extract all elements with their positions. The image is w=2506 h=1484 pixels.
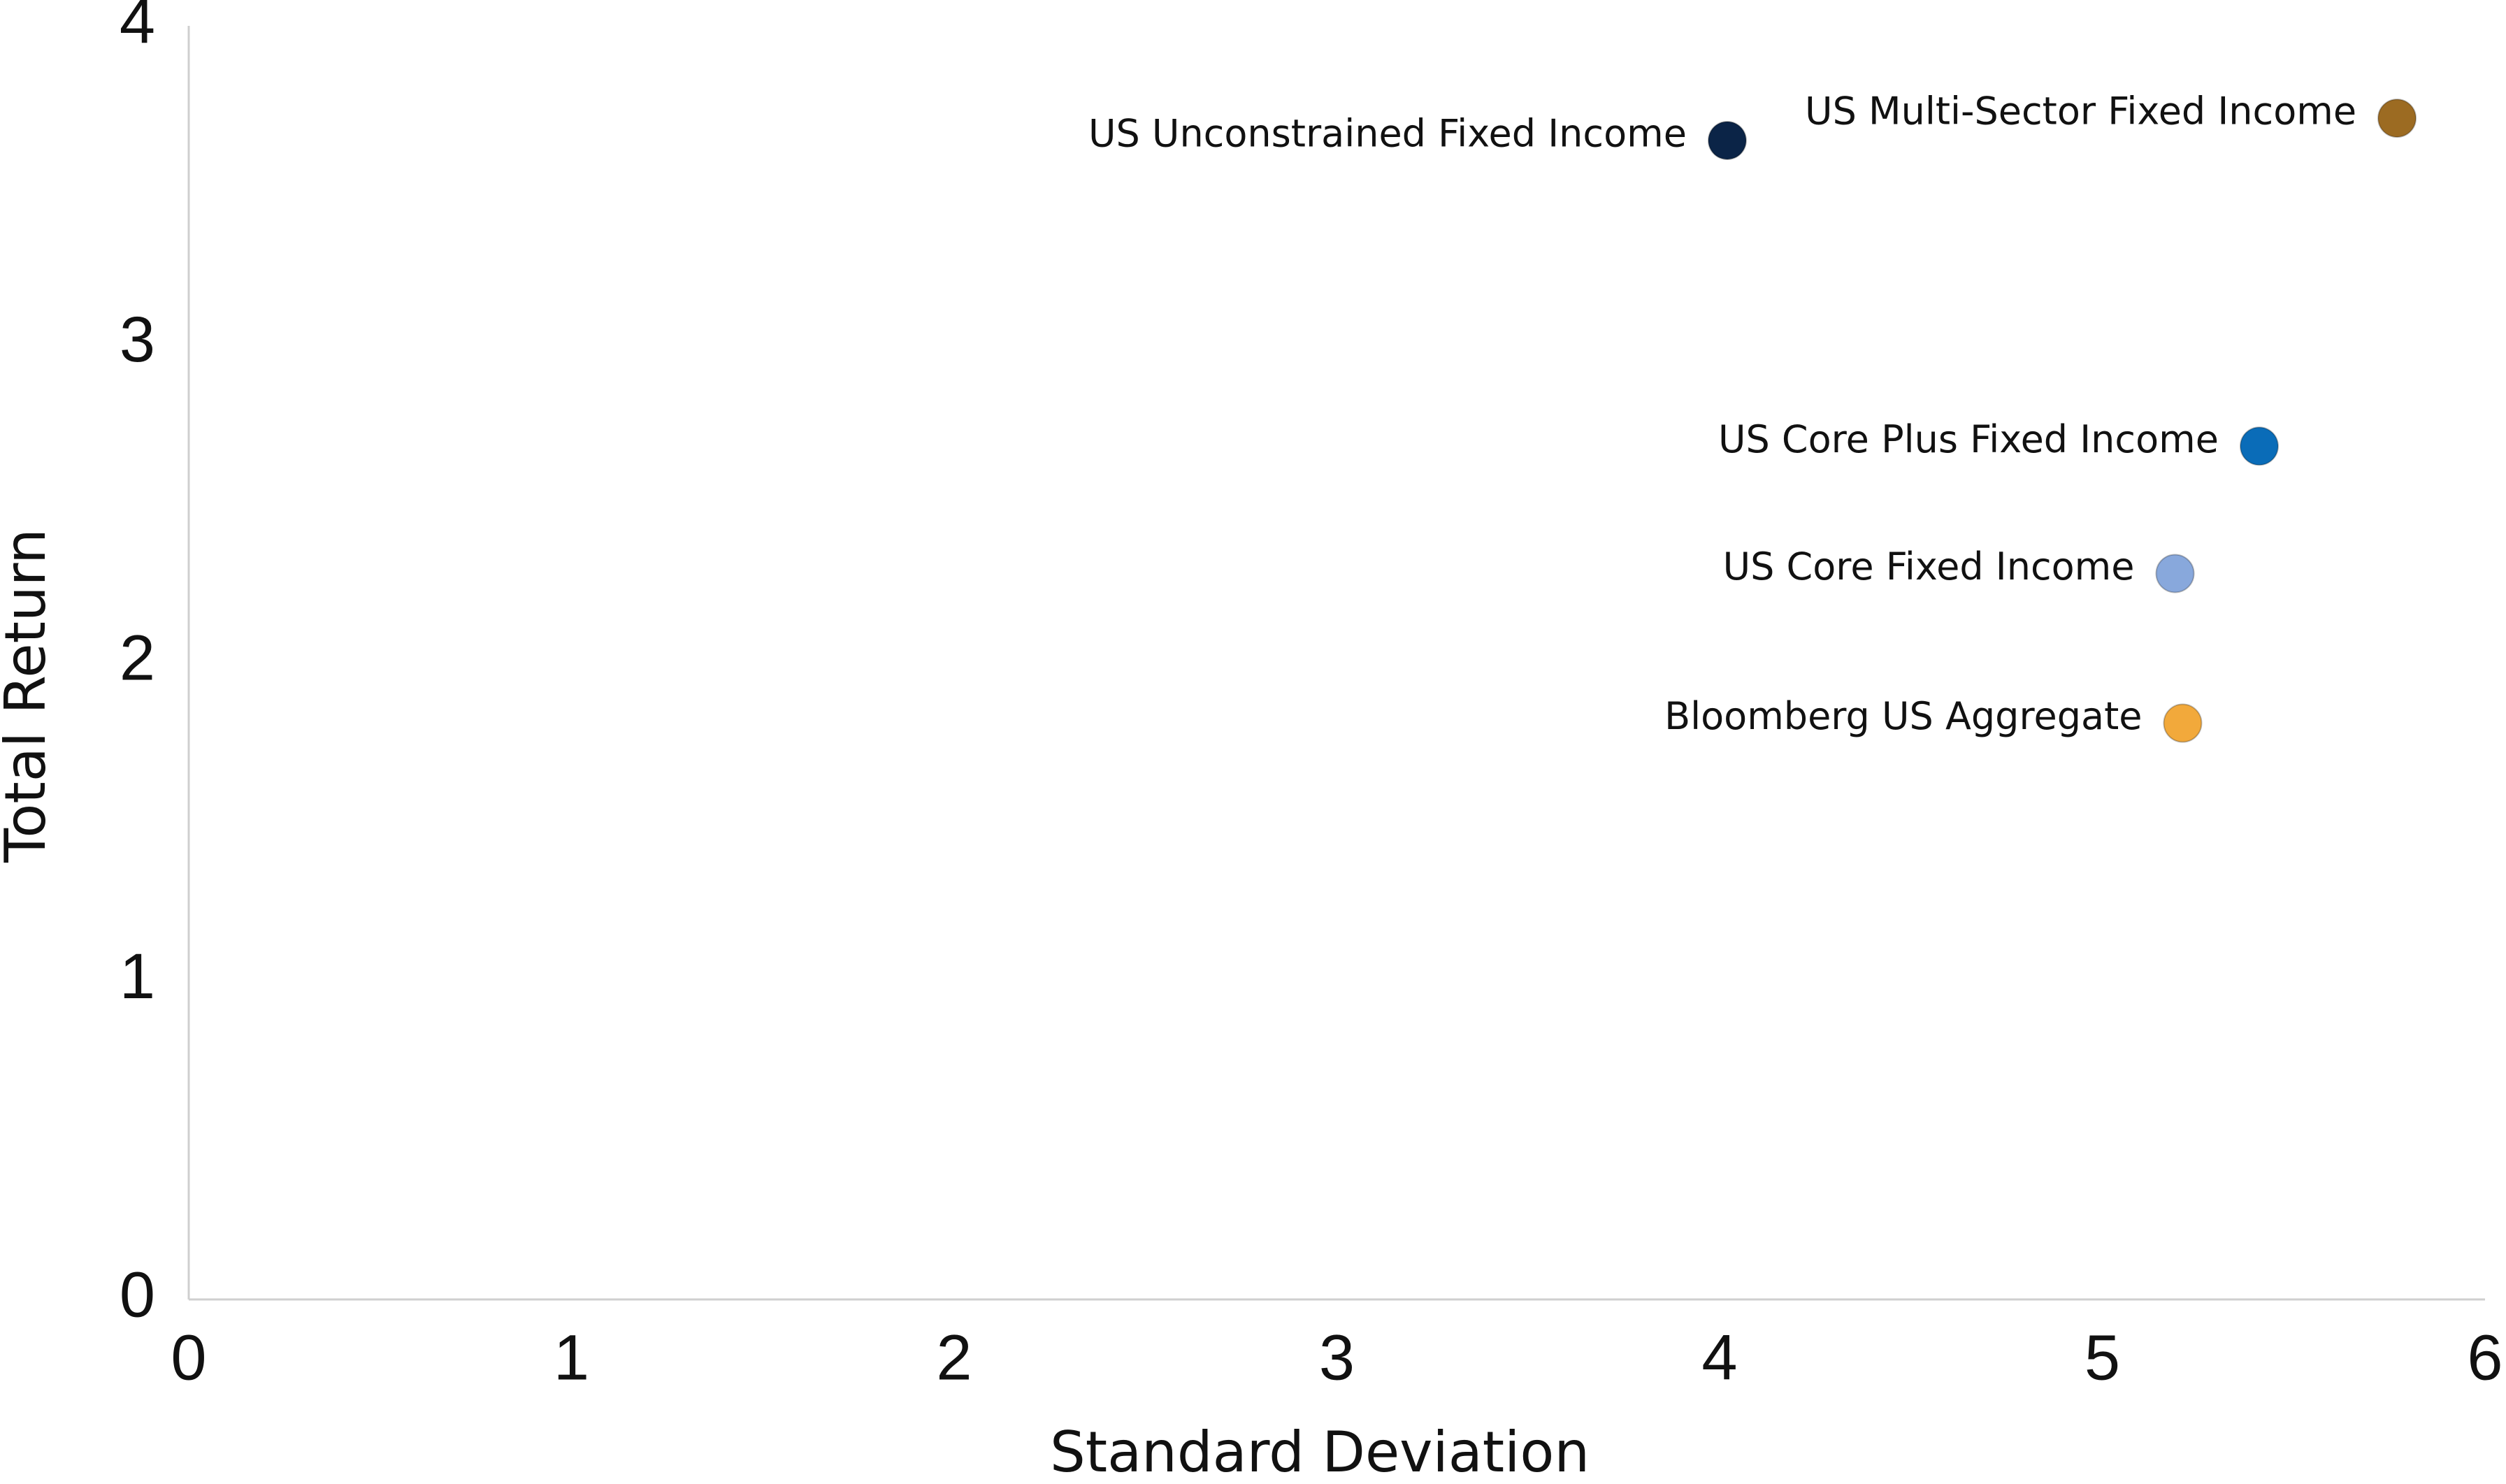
point	[2163, 703, 2203, 743]
y-tick-label: 4	[120, 0, 155, 57]
y-axis-title: Total Return	[0, 528, 58, 863]
point-label: US Core Fixed Income	[1723, 545, 2135, 589]
x-tick-label: 3	[1319, 1322, 1355, 1393]
x-tick-label: 6	[2467, 1322, 2503, 1393]
x-tick-label: 1	[554, 1322, 589, 1393]
point	[2155, 554, 2195, 593]
x-tick-label: 5	[2084, 1322, 2120, 1393]
y-tick-label: 3	[120, 304, 155, 375]
point	[2377, 99, 2417, 138]
point-label: US Unconstrained Fixed Income	[1088, 112, 1687, 156]
point-label: US Multi-Sector Fixed Income	[1805, 89, 2356, 134]
y-tick-label: 2	[120, 622, 155, 693]
x-axis-title: Standard Deviation	[1050, 1420, 1590, 1484]
y-tick-label: 0	[120, 1259, 155, 1330]
point-label: US Core Plus Fixed Income	[1718, 417, 2219, 461]
x-tick-label: 2	[936, 1322, 972, 1393]
point	[2239, 426, 2279, 466]
x-tick-label: 0	[171, 1322, 206, 1393]
x-tick-label: 4	[1701, 1322, 1737, 1393]
y-tick-label: 1	[120, 941, 155, 1012]
point-label: Bloomberg US Aggregate	[1664, 694, 2142, 738]
point	[1707, 120, 1747, 160]
